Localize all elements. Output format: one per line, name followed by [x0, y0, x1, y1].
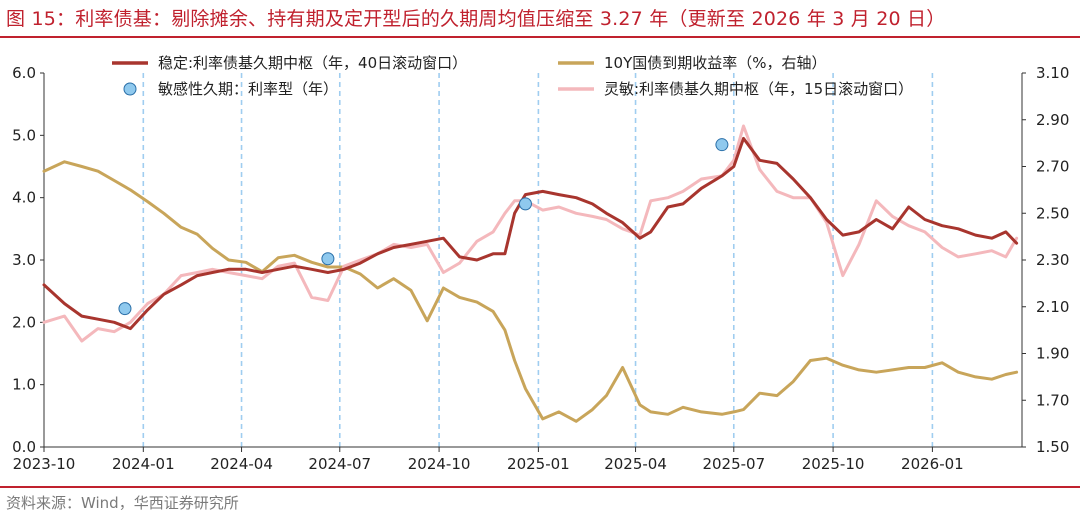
y-right-tick-label: 2.10 [1036, 298, 1069, 316]
x-tick-label: 2025-04 [604, 455, 667, 473]
axes: 0.0 1.0 2.0 3.0 4.0 5.0 6.0 1.50 1.70 1.90 2.10 2.3… [12, 64, 1069, 473]
x-tick-label: 2024-01 [112, 455, 175, 473]
series-line-0 [42, 136, 1019, 331]
source-note: 资料来源：Wind，华西证券研究所 [6, 494, 239, 512]
x-tick-label: 2024-10 [408, 455, 471, 473]
y-left-tick-label: 0.0 [12, 438, 36, 456]
y-left-tick-label: 5.0 [12, 126, 36, 144]
chart-area: 0.0 1.0 2.0 3.0 4.0 5.0 6.0 1.50 1.70 1.90 2.10 2.3… [12, 54, 1069, 473]
legend-marker [123, 82, 137, 96]
y-left-tick-label: 4.0 [12, 189, 36, 207]
x-tick-label: 2025-07 [702, 455, 765, 473]
scatter-point [518, 197, 532, 211]
x-tick-label: 2025-10 [802, 455, 865, 473]
y-right-tick-label: 1.90 [1036, 345, 1069, 363]
x-tick-label: 2023-10 [13, 455, 76, 473]
scatter-point [715, 138, 729, 152]
scatter-point [321, 252, 335, 266]
legend-label: 敏感性久期：利率型（年） [158, 80, 338, 98]
series-line-2 [42, 124, 1019, 343]
bottom-rule [0, 486, 1080, 488]
y-right-tick-label: 2.50 [1036, 204, 1069, 222]
legend: 稳定:利率债基久期中枢（年，40日滚动窗口） 10Y国债到期收益率（%，右轴） 敏感… [112, 54, 913, 98]
series-lines [42, 124, 1019, 423]
x-tick-label: 2026-01 [901, 455, 964, 473]
chart-title: 图 15：利率债基：剔除摊余、持有期及定开型后的久期周均值压缩至 3.27 年（… [6, 8, 946, 30]
scatter-points [118, 138, 729, 316]
series-line-1 [42, 160, 1019, 423]
y-right-tick-label: 2.90 [1036, 111, 1069, 129]
x-tick-label: 2025-01 [507, 455, 570, 473]
legend-label: 灵敏:利率债基久期中枢（年，15日滚动窗口） [604, 80, 913, 98]
y-right-tick-label: 3.10 [1036, 64, 1069, 82]
y-left-tick-label: 6.0 [12, 64, 36, 82]
x-tick-label: 2024-04 [210, 455, 273, 473]
y-left-tick-label: 3.0 [12, 251, 36, 269]
y-left-tick-label: 1.0 [12, 376, 36, 394]
legend-label: 10Y国债到期收益率（%，右轴） [604, 54, 827, 72]
top-rule [0, 36, 1080, 38]
y-right-tick-label: 1.50 [1036, 438, 1069, 456]
reference-lines [142, 73, 934, 447]
y-right-tick-label: 1.70 [1036, 391, 1069, 409]
legend-label: 稳定:利率债基久期中枢（年，40日滚动窗口） [158, 54, 467, 72]
y-right-tick-label: 2.30 [1036, 251, 1069, 269]
y-left-tick-label: 2.0 [12, 313, 36, 331]
scatter-point [118, 302, 132, 316]
x-tick-label: 2024-07 [308, 455, 371, 473]
y-right-tick-label: 2.70 [1036, 158, 1069, 176]
